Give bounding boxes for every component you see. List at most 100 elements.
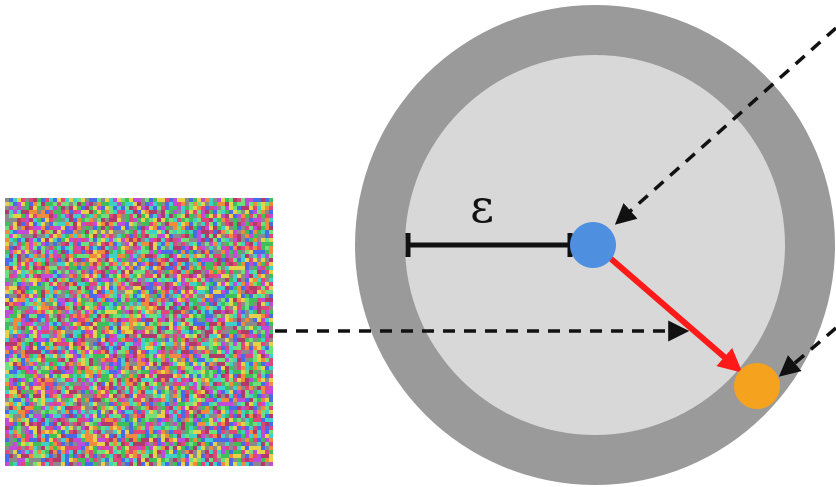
noise-pixel [197, 434, 201, 438]
noise-pixel [149, 222, 153, 226]
noise-pixel [89, 394, 93, 398]
noise-pixel [249, 246, 253, 250]
noise-pixel [113, 438, 117, 442]
noise-pixel [65, 342, 69, 346]
noise-pixel [81, 246, 85, 250]
noise-pixel [145, 426, 149, 430]
noise-pixel [37, 218, 41, 222]
noise-pixel [249, 270, 253, 274]
noise-pixel [97, 390, 101, 394]
noise-pixel [161, 446, 165, 450]
noise-pixel [205, 398, 209, 402]
noise-pixel [213, 206, 217, 210]
noise-pixel [221, 354, 225, 358]
noise-pixel [101, 350, 105, 354]
noise-pixel [201, 210, 205, 214]
noise-pixel [229, 218, 233, 222]
noise-pixel [37, 242, 41, 246]
noise-pixel [77, 458, 81, 462]
noise-pixel [217, 326, 221, 330]
noise-pixel [213, 202, 217, 206]
noise-pixel [213, 266, 217, 270]
noise-pixel [45, 278, 49, 282]
noise-pixel [253, 350, 257, 354]
noise-pixel [269, 206, 273, 210]
noise-pixel [173, 218, 177, 222]
noise-pixel [225, 326, 229, 330]
noise-pixel [161, 214, 165, 218]
noise-pixel [145, 266, 149, 270]
noise-pixel [29, 382, 33, 386]
noise-pixel [197, 294, 201, 298]
noise-pixel [237, 454, 241, 458]
noise-pixel [93, 222, 97, 226]
noise-pixel [93, 354, 97, 358]
noise-pixel [161, 462, 165, 466]
noise-pixel [61, 346, 65, 350]
noise-pixel [29, 250, 33, 254]
noise-pixel [217, 206, 221, 210]
noise-pixel [209, 446, 213, 450]
noise-pixel [225, 390, 229, 394]
noise-pixel [25, 350, 29, 354]
noise-pixel [225, 458, 229, 462]
noise-pixel [33, 290, 37, 294]
noise-pixel [213, 450, 217, 454]
noise-pixel [93, 214, 97, 218]
noise-pixel [77, 254, 81, 258]
noise-pixel [53, 334, 57, 338]
noise-pixel [117, 238, 121, 242]
noise-pixel [81, 210, 85, 214]
noise-pixel [33, 434, 37, 438]
noise-pixel [173, 234, 177, 238]
noise-pixel [261, 302, 265, 306]
noise-pixel [57, 370, 61, 374]
noise-pixel [181, 262, 185, 266]
noise-pixel [73, 286, 77, 290]
noise-pixel [81, 438, 85, 442]
noise-pixel [53, 394, 57, 398]
noise-pixel [213, 334, 217, 338]
noise-pixel [225, 294, 229, 298]
noise-pixel [165, 234, 169, 238]
noise-pixel [237, 234, 241, 238]
noise-pixel [225, 418, 229, 422]
noise-pixel [149, 454, 153, 458]
noise-pixel [97, 358, 101, 362]
noise-pixel [225, 462, 229, 466]
noise-pixel [141, 366, 145, 370]
noise-pixel [209, 298, 213, 302]
noise-pixel [241, 274, 245, 278]
noise-pixel [89, 298, 93, 302]
noise-pixel [253, 226, 257, 230]
noise-pixel [201, 462, 205, 466]
noise-pixel [81, 314, 85, 318]
noise-pixel [65, 314, 69, 318]
noise-pixel [173, 314, 177, 318]
noise-pixel [45, 434, 49, 438]
noise-pixel [233, 298, 237, 302]
noise-pixel [149, 318, 153, 322]
noise-pixel [77, 386, 81, 390]
noise-pixel [25, 218, 29, 222]
noise-pixel [117, 234, 121, 238]
noise-pixel [29, 274, 33, 278]
noise-pixel [117, 290, 121, 294]
noise-pixel [121, 322, 125, 326]
noise-pixel [137, 418, 141, 422]
noise-pixel [17, 314, 21, 318]
noise-pixel [257, 458, 261, 462]
noise-pixel [117, 382, 121, 386]
noise-pixel [17, 454, 21, 458]
noise-pixel [141, 326, 145, 330]
noise-pixel [261, 462, 265, 466]
noise-pixel [237, 450, 241, 454]
noise-pixel [49, 214, 53, 218]
noise-pixel [241, 386, 245, 390]
noise-pixel [137, 462, 141, 466]
noise-pixel [125, 294, 129, 298]
noise-pixel [185, 302, 189, 306]
noise-pixel [141, 242, 145, 246]
noise-pixel [169, 338, 173, 342]
noise-pixel [261, 298, 265, 302]
